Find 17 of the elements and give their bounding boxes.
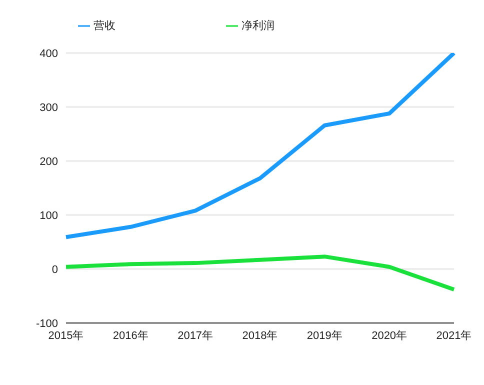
legend-label: 营收 — [94, 20, 116, 32]
legend-label: 净利润 — [242, 20, 274, 32]
x-tick-label: 2021年 — [436, 330, 472, 342]
line-series — [64, 53, 456, 240]
x-tick-label: 2019年 — [306, 330, 342, 342]
x-tick-label: 2016年 — [112, 330, 148, 342]
y-tick-label: 300 — [40, 102, 58, 114]
x-tick-label: 2015年 — [48, 330, 84, 342]
x-tick-label: 2018年 — [242, 330, 278, 342]
line-series — [64, 254, 456, 292]
y-tick-label: 400 — [40, 48, 58, 60]
y-tick-label: 0 — [52, 264, 58, 276]
y-tick-label: 200 — [40, 156, 58, 168]
y-tick-label: -100 — [36, 318, 58, 330]
y-tick-label: 100 — [40, 210, 58, 222]
x-tick-label: 2020年 — [372, 330, 408, 342]
x-tick-label: 2017年 — [178, 330, 214, 342]
